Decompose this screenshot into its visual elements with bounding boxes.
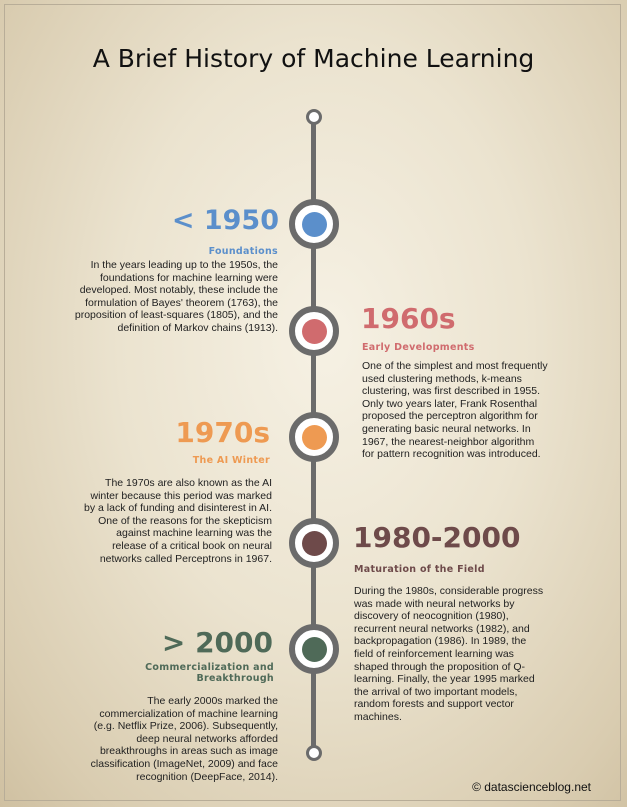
timeline-end-dot <box>306 745 322 761</box>
era-year-foundations: < 1950 <box>171 205 279 236</box>
node-early-developments <box>289 306 339 356</box>
era-text-maturation: During the 1980s, considerable progress … <box>354 585 544 723</box>
era-year-ai-winter: 1970s <box>175 416 270 449</box>
era-year-maturation: 1980-2000 <box>353 521 521 554</box>
footer-credit: © datascienceblog.net <box>472 780 591 794</box>
timeline-start-dot <box>306 109 322 125</box>
era-subtitle-commercialization: Commercialization and Breakthrough <box>145 662 274 684</box>
era-year-commercialization: > 2000 <box>161 626 273 659</box>
era-text-ai-winter: The 1970s are also known as the AI winte… <box>84 477 272 565</box>
node-dot-early-developments <box>301 318 327 344</box>
node-dot-foundations <box>301 211 327 237</box>
era-year-early-developments: 1960s <box>361 302 456 335</box>
node-foundations <box>289 199 339 249</box>
era-text-early-developments: One of the simplest and most frequently … <box>362 360 548 461</box>
era-subtitle-ai-winter: The AI Winter <box>192 455 270 466</box>
era-text-commercialization: The early 2000s marked the commercializa… <box>90 695 278 783</box>
node-dot-maturation <box>301 530 327 556</box>
era-subtitle-early-developments: Early Developments <box>362 342 475 353</box>
era-text-foundations: In the years leading up to the 1950s, th… <box>74 259 278 334</box>
era-subtitle-maturation: Maturation of the Field <box>354 564 485 575</box>
poster-frame <box>4 4 621 801</box>
era-subtitle-foundations: Foundations <box>208 246 278 257</box>
node-dot-commercialization <box>301 636 327 662</box>
node-maturation <box>289 518 339 568</box>
node-dot-ai-winter <box>301 424 327 450</box>
node-commercialization <box>289 624 339 674</box>
page-title: A Brief History of Machine Learning <box>92 44 535 73</box>
node-ai-winter <box>289 412 339 462</box>
